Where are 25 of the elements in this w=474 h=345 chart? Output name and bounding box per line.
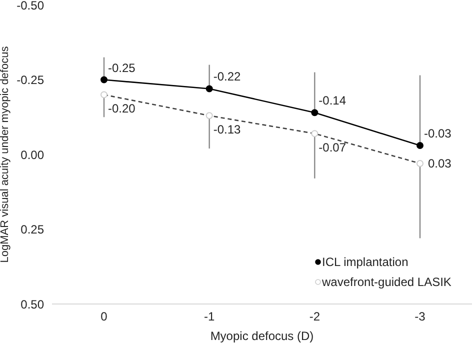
point (311, 109, 318, 116)
legend-label: ICL implantation (322, 255, 408, 269)
data-label: -0.07 (318, 140, 346, 155)
data-label: -0.25 (108, 60, 136, 75)
y-tick-label: 0.50 (20, 297, 44, 312)
point (100, 76, 108, 84)
x-axis-title: Myopic defocus (D) (210, 329, 314, 343)
x-tick-label: -2 (309, 310, 320, 324)
data-label: 0.03 (428, 156, 452, 170)
y-tick-label: -0.25 (16, 73, 44, 88)
point (206, 85, 213, 92)
data-label: -0.13 (213, 122, 242, 137)
y-tick-label: 0.00 (20, 148, 44, 162)
data-label: -0.20 (108, 102, 136, 116)
data-label: -0.03 (424, 126, 452, 141)
y-tick-label: -0.50 (16, 0, 44, 12)
point (416, 142, 424, 150)
x-tick-label: -1 (204, 310, 215, 324)
x-tick-label: -3 (414, 310, 426, 324)
y-tick-label: 0.25 (20, 222, 44, 237)
y-axis-title: LogMAR visual acuity under myopic defocus (0, 46, 11, 263)
data-label: -0.14 (318, 94, 346, 108)
data-label: -0.22 (213, 70, 242, 84)
legend-label: wavefront-guided LASIK (322, 275, 452, 289)
x-tick-label: 0 (100, 310, 108, 324)
